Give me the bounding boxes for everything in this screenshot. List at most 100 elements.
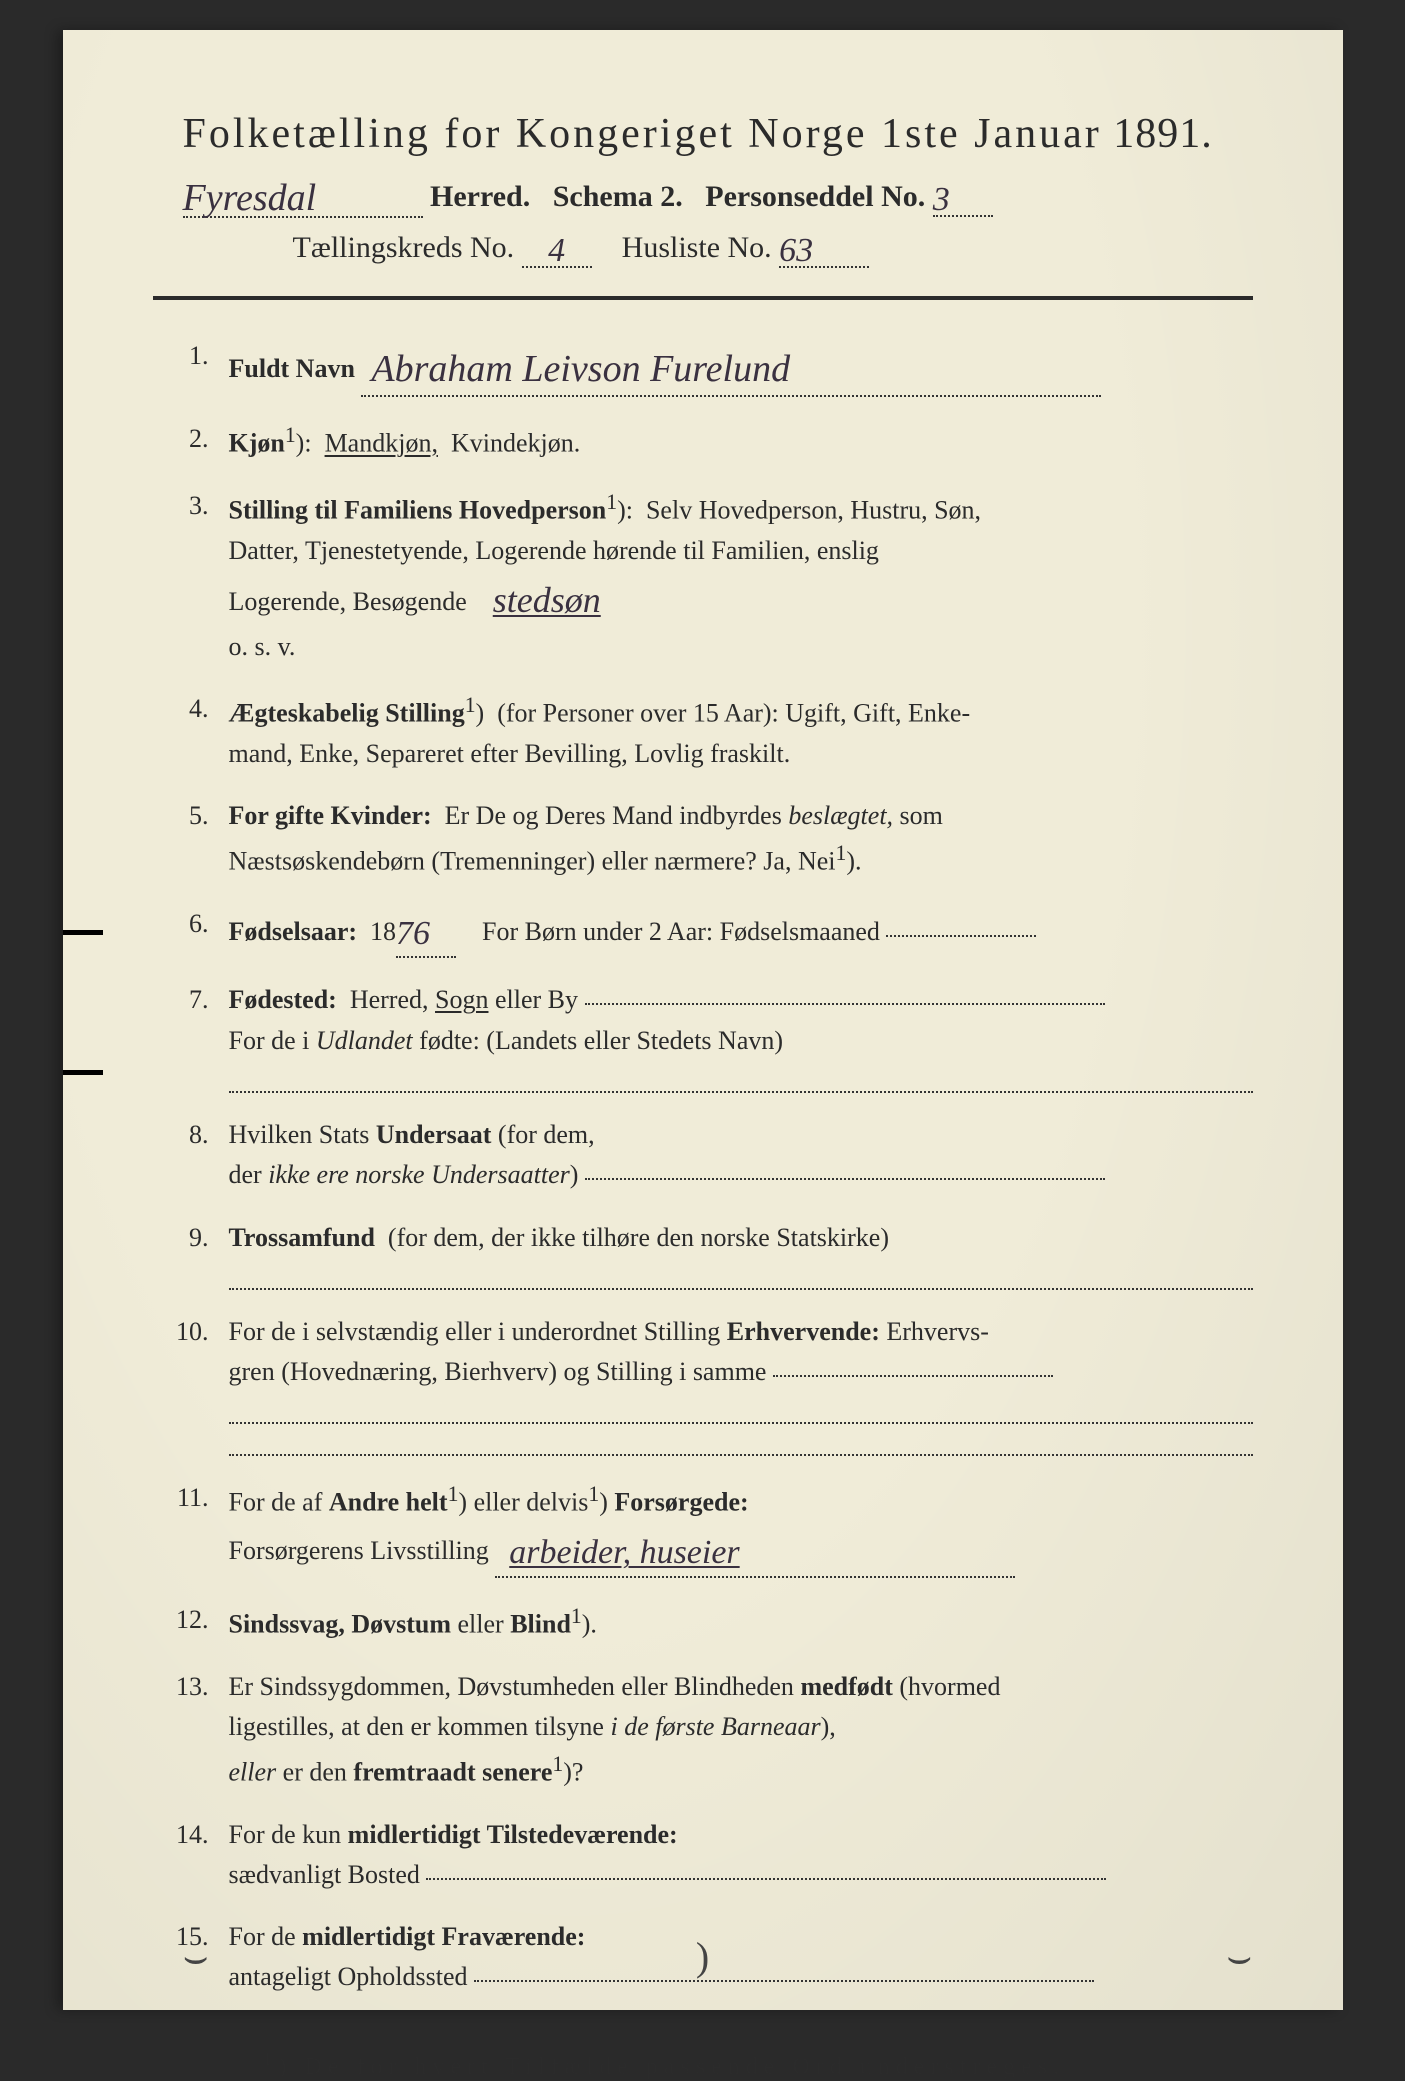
item-label: Kjøn: [229, 429, 285, 458]
item-text-italic: Udlandet: [316, 1026, 413, 1055]
item-label: Andre: [329, 1488, 399, 1517]
binding-mark: ⌣: [1226, 1933, 1252, 1980]
item-text: (for Personer over 15 Aar): Ugift, Gift,…: [497, 699, 970, 728]
item-label: medfødt: [800, 1672, 892, 1701]
footnote-ref: 1: [285, 423, 296, 447]
kreds-label: Tællingskreds No.: [293, 231, 515, 264]
item-4: 4. Ægteskabelig Stilling1) (for Personer…: [153, 689, 1253, 774]
dotted-fill: [585, 1003, 1105, 1005]
item-text: gren (Hovednæring, Bierhverv) og Stillin…: [229, 1357, 767, 1386]
item-text: ligestilles, at den er kommen tilsyne: [229, 1712, 604, 1741]
mandkjon-underlined: Mandkjøn,: [325, 429, 438, 458]
item-label: Fødested:: [229, 985, 337, 1014]
kvindekjon: Kvindekjøn.: [451, 429, 580, 458]
item-3: 3. Stilling til Familiens Hovedperson1):…: [153, 486, 1253, 667]
item-number: 13.: [153, 1667, 209, 1707]
item-label: Fødselsaar:: [229, 917, 358, 946]
item-text: Hvilken Stats: [229, 1120, 370, 1149]
item-10: 10. For de i selvstændig eller i underor…: [153, 1312, 1253, 1457]
binding-mark: ⌣: [183, 1933, 209, 1980]
form-title: Folketælling for Kongeriget Norge 1ste J…: [153, 110, 1253, 158]
personseddel-label: Personseddel No.: [705, 180, 925, 213]
footnote-marker: 1: [263, 2048, 279, 2070]
dotted-fill: [229, 1067, 1253, 1093]
census-form-page: Folketælling for Kongeriget Norge 1ste J…: [63, 30, 1343, 2010]
item-number: 5.: [153, 796, 209, 836]
provider-handwritten: arbeider, huseier: [509, 1527, 739, 1580]
item-text: For de kun: [229, 1820, 342, 1849]
item-number: 7.: [153, 980, 209, 1020]
item-text: Forsørgerens Livsstilling: [229, 1536, 489, 1565]
item-text: (for dem,: [498, 1120, 595, 1149]
item-text-italic: beslægtet,: [788, 801, 893, 830]
item-11: 11. For de af Andre helt1) eller delvis1…: [153, 1478, 1253, 1578]
item-label: Fuldt Navn: [229, 354, 355, 383]
item-1: 1. Fuldt Navn Abraham Leivson Furelund: [153, 336, 1253, 397]
title-year: 1891: [1113, 111, 1201, 157]
dotted-fill: [585, 1178, 1105, 1180]
footnote-ref: 1: [588, 1482, 599, 1506]
dotted-fill: [474, 1980, 1094, 1982]
item-5: 5. For gifte Kvinder: Er De og Deres Man…: [153, 796, 1253, 881]
item-7: 7. Fødested: Herred, Sogn eller By For d…: [153, 980, 1253, 1093]
item-number: 3.: [153, 486, 209, 526]
item-text: ?: [572, 1757, 584, 1786]
relation-handwritten: stedsøn: [493, 573, 601, 629]
item-text: Datter, Tjenestetyende, Logerende hørend…: [229, 536, 879, 565]
dotted-fill: [229, 1398, 1253, 1424]
year-prefix: 18: [370, 917, 396, 946]
item-text: eller By: [495, 985, 578, 1014]
item-label: Ægteskabelig Stilling: [229, 699, 465, 728]
item-text: For de af: [229, 1488, 323, 1517]
item-label: fremtraadt senere: [353, 1757, 552, 1786]
item-9: 9. Trossamfund (for dem, der ikke tilhør…: [153, 1218, 1253, 1290]
item-12: 12. Sindssvag, Døvstum eller Blind1).: [153, 1600, 1253, 1645]
form-items: 1. Fuldt Navn Abraham Leivson Furelund 2…: [153, 336, 1253, 1998]
item-number: 14.: [153, 1815, 209, 1855]
item-text: sædvanligt Bosted: [229, 1860, 420, 1889]
dotted-fill: [886, 935, 1036, 937]
item-number: 9.: [153, 1218, 209, 1258]
footnote-ref: 1: [448, 1482, 459, 1506]
item-label: Undersaat: [376, 1120, 492, 1149]
item-label: Stilling til Familiens Hovedperson: [229, 496, 607, 525]
birthyear-handwritten: 76: [396, 915, 430, 952]
name-handwritten: Abraham Leivson Furelund: [371, 340, 790, 399]
item-text: For de: [229, 1922, 296, 1951]
item-text: Er De og Deres Mand indbyrdes: [445, 801, 782, 830]
item-text: Er Sindssygdommen, Døvstumheden eller Bl…: [229, 1672, 794, 1701]
item-13: 13. Er Sindssygdommen, Døvstumheden elle…: [153, 1667, 1253, 1793]
item-text: (for dem, der ikke tilhøre den norske St…: [388, 1223, 889, 1252]
sogn-underlined: Sogn: [435, 985, 488, 1014]
footnote: 1) De for hvert Tilfælde passende Ord un…: [153, 2048, 1253, 2081]
item-text: eller delvis: [474, 1488, 589, 1517]
item-text: Erhvervs-: [886, 1317, 989, 1346]
herred-handwritten: Fyresdal: [183, 176, 317, 220]
item-text: For de i selvstændig eller i underordnet…: [229, 1317, 721, 1346]
kreds-no-handwritten: 4: [548, 232, 565, 269]
item-number: 2.: [153, 419, 209, 459]
item-label: Sindssvag, Døvstum: [229, 1610, 452, 1639]
item-number: 6.: [153, 904, 209, 944]
item-number: 1.: [153, 336, 209, 376]
item-text: For Børn under 2 Aar: Fødselsmaaned: [482, 917, 880, 946]
personseddel-no-handwritten: 3: [933, 181, 950, 218]
header-rule: [153, 296, 1253, 300]
item-2: 2. Kjøn1): Mandkjøn, Kvindekjøn.: [153, 419, 1253, 464]
item-label: midlertidigt Tilstedeværende:: [348, 1820, 678, 1849]
header-line-3: Tællingskreds No. 4 Husliste No. 63: [153, 228, 1253, 268]
item-label: Trossamfund: [229, 1223, 375, 1252]
item-label: Erhvervende:: [727, 1317, 880, 1346]
item-8: 8. Hvilken Stats Undersaat (for dem, der…: [153, 1115, 1253, 1196]
item-text: (hvormed: [899, 1672, 1000, 1701]
item-14: 14. For de kun midlertidigt Tilstedevære…: [153, 1815, 1253, 1896]
item-label: Forsørgede:: [614, 1488, 748, 1517]
header-line-2: Fyresdal Herred. Schema 2. Personseddel …: [153, 172, 1253, 218]
item-text: Næstsøskendebørn (Tremenninger) eller næ…: [229, 846, 836, 875]
item-text: For de i: [229, 1026, 310, 1055]
item-label: Blind: [510, 1610, 571, 1639]
dotted-fill: [773, 1375, 1053, 1377]
item-text: eller: [458, 1610, 504, 1639]
footnote-text: De for hvert Tilfælde passende Ord under…: [305, 2054, 1066, 2080]
item-text-italic: eller: [229, 1757, 277, 1786]
